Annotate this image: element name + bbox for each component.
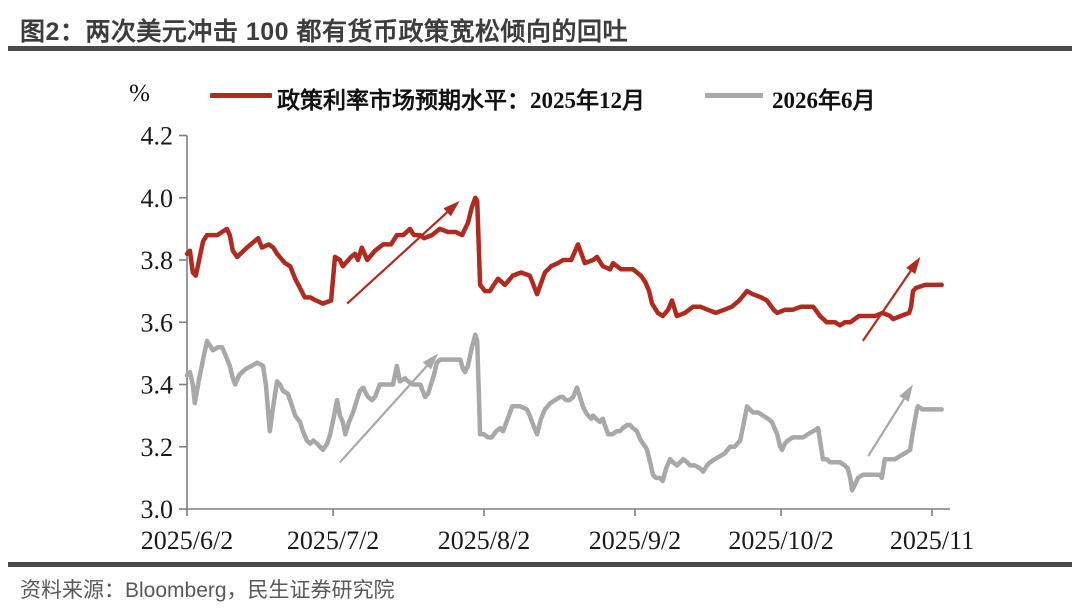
title-divider: [8, 46, 1072, 51]
y-tick-label: 3.4: [141, 371, 174, 400]
legend-swatch-gray-line: [705, 93, 763, 98]
gray-arrow-july-rise: [339, 365, 428, 464]
y-tick-label: 3.2: [141, 433, 174, 462]
page-title: 图2：两次美元冲击 100 都有货币政策宽松倾向的回吐: [20, 18, 629, 46]
series-line-dec-2025: [184, 195, 944, 328]
legend-label-dec-2025: 政策利率市场预期水平：2025年12月: [277, 88, 645, 113]
x-tick-label: 2025/9/2: [589, 526, 681, 555]
x-tick-label: 2025/8/2: [438, 526, 530, 555]
legend-swatch-red-line: [210, 93, 272, 98]
gray-arrow-october-rise: [867, 398, 905, 457]
red-arrow-july-rise-head: [443, 200, 460, 217]
source-note: 资料来源：Bloomberg，民生证券研究院: [20, 579, 395, 602]
legend-label-jun-2026: 2026年6月: [772, 88, 876, 113]
y-axis-unit-label: %: [129, 80, 150, 107]
y-tick-label: 3.6: [141, 308, 174, 337]
gray-arrow-october-rise-head: [899, 384, 914, 402]
y-tick-label: 4.0: [141, 184, 174, 213]
y-tick-label: 4.2: [141, 122, 174, 151]
x-tick-label: 2025/10/2: [728, 526, 833, 555]
red-arrow-october-rise-head: [906, 256, 921, 275]
y-tick-label: 3.0: [141, 495, 174, 524]
x-tick-label: 2025/11: [890, 526, 974, 555]
x-tick-label: 2025/6/2: [141, 526, 233, 555]
gray-arrow-july-rise-head: [422, 353, 439, 370]
red-arrow-october-rise: [861, 270, 912, 342]
footer-divider: [8, 562, 1072, 567]
series-line-jun-2026: [184, 332, 944, 493]
x-tick-label: 2025/7/2: [287, 526, 379, 555]
y-tick-label: 3.8: [141, 246, 174, 275]
red-arrow-july-rise: [346, 211, 448, 305]
